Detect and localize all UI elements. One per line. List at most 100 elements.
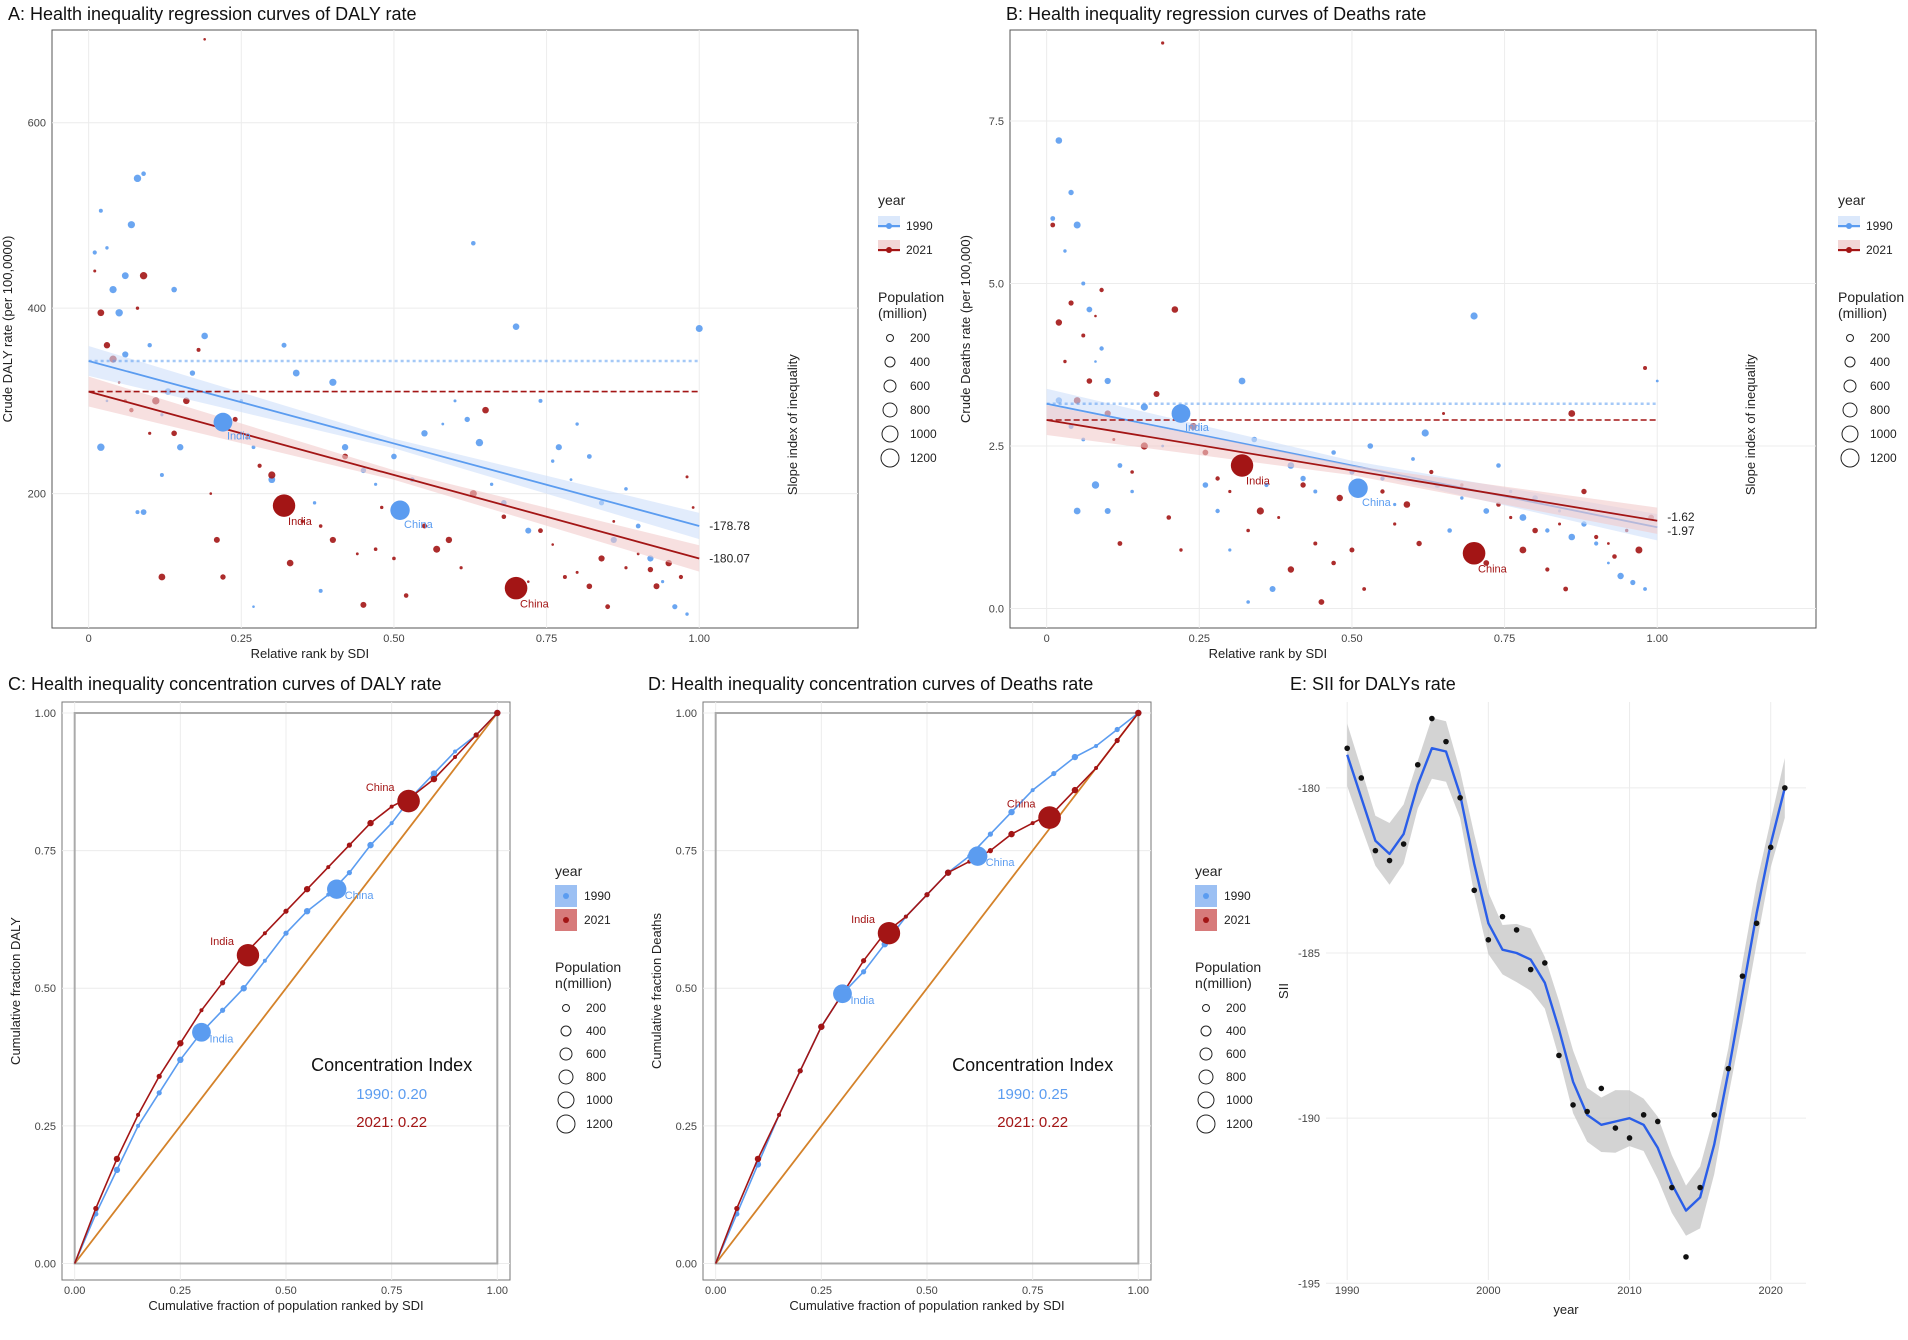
- curve-point-1990: [113, 1166, 121, 1174]
- data-point-2021: [286, 559, 294, 567]
- y-tick-label: 0.25: [35, 1121, 56, 1133]
- highlight-label-china: China: [1362, 497, 1392, 509]
- data-point-1990: [201, 332, 208, 340]
- data-point-2021: [1256, 507, 1264, 515]
- sii-point: [1711, 1112, 1718, 1118]
- chart-e: 1990 2000 2010 2020 -195 -190 -185 -180 year SII: [1276, 702, 1806, 1317]
- curve-point-2021: [1030, 821, 1035, 826]
- data-point-2021: [403, 593, 409, 598]
- legend-b-size-1200-label: 1200: [1870, 451, 1897, 465]
- data-point-1990: [97, 443, 105, 451]
- sii-point: [1556, 1052, 1562, 1059]
- data-point-1990: [159, 473, 164, 478]
- data-point-1990: [1228, 548, 1232, 552]
- x-tick-label: 1.00: [1128, 1285, 1149, 1297]
- data-point-2021: [605, 604, 611, 610]
- highlight-label-china: China: [1007, 799, 1037, 811]
- legend-d-size-1000: [1197, 1091, 1215, 1109]
- curve-point-2021: [156, 1073, 162, 1079]
- data-point-1990: [586, 454, 592, 459]
- data-point-1990: [1140, 403, 1148, 411]
- legend-d-size-600-label: 600: [1226, 1047, 1246, 1061]
- data-point-2021: [691, 506, 695, 509]
- curve-point-1990: [262, 958, 267, 963]
- curve-point-2021: [1094, 766, 1099, 771]
- concentration-index-2021: 2021: 0.22: [997, 1114, 1068, 1131]
- data-point-1990: [341, 444, 349, 451]
- data-point-1990: [441, 422, 445, 426]
- curve-point-1990: [861, 969, 867, 975]
- sii-point: [1669, 1184, 1675, 1191]
- data-point-1990: [329, 378, 337, 386]
- curve-point-1990: [303, 907, 311, 915]
- data-point-1990: [1367, 443, 1374, 449]
- data-point-2021: [373, 547, 378, 551]
- data-point-1990: [1068, 189, 1074, 196]
- data-point-2021: [1246, 528, 1250, 533]
- curve-point-2021: [777, 1112, 782, 1117]
- data-point-1990: [550, 459, 555, 463]
- data-point-1990: [121, 272, 129, 280]
- legend-d-pop-unit: n(million): [1195, 975, 1252, 991]
- data-point-1990: [127, 221, 135, 229]
- y-tick-label: 2.5: [989, 441, 1004, 453]
- sii-point: [1697, 1184, 1703, 1191]
- data-point-1990: [1050, 216, 1056, 221]
- data-point-2021: [1403, 501, 1411, 508]
- y-tick-label: 1.00: [676, 708, 697, 720]
- data-point-1990: [318, 588, 323, 593]
- y-tick-label: 400: [28, 303, 46, 315]
- data-point-2021: [1349, 547, 1355, 553]
- data-point-2021: [1563, 586, 1569, 592]
- legend-d-size-200-label: 200: [1226, 1001, 1246, 1015]
- legend-c-size-800-label: 800: [586, 1070, 606, 1084]
- sii-label: -178.78: [709, 519, 750, 533]
- data-point-1990: [374, 482, 378, 486]
- data-point-2021: [445, 536, 453, 544]
- legend-c-2021-label: 2021: [584, 913, 611, 927]
- legend-b-2021-dot: [1846, 247, 1852, 253]
- sii-point: [1584, 1108, 1590, 1115]
- legend-b-size-800-label: 800: [1870, 403, 1890, 417]
- y-tick-label: -180: [1298, 783, 1320, 795]
- legend-c: year 1990 2021 Population n(million) 200…: [555, 863, 621, 1134]
- data-point-2021: [1153, 391, 1160, 397]
- data-point-1990: [475, 438, 484, 447]
- data-point-2021: [1086, 378, 1093, 384]
- data-point-2021: [678, 574, 684, 580]
- panel-c-title: C: Health inequality concentration curve…: [8, 674, 442, 694]
- legend-a-size-800: [882, 402, 898, 418]
- sii-point: [1527, 966, 1534, 973]
- legend-b-size-400-label: 400: [1870, 355, 1890, 369]
- data-point-2021: [360, 601, 367, 608]
- data-point-1990: [1104, 508, 1111, 514]
- data-point-1990: [512, 323, 520, 330]
- y-tick-label: 0.0: [989, 604, 1004, 616]
- legend-a-size-1000-label: 1000: [910, 427, 937, 441]
- data-point-1990: [171, 286, 177, 293]
- x-tick-label: 2010: [1617, 1285, 1641, 1297]
- sii-point: [1782, 785, 1788, 791]
- curve-point-1990: [430, 770, 438, 777]
- sii-point: [1344, 745, 1350, 752]
- x-tick-label: 1.00: [487, 1285, 508, 1297]
- y-tick-label: -195: [1298, 1278, 1320, 1290]
- data-point-2021: [538, 528, 543, 534]
- highlight-label-india: India: [288, 516, 313, 528]
- data-point-1990: [252, 605, 255, 608]
- legend-d-1990-label: 1990: [1224, 889, 1251, 903]
- data-point-2021: [1331, 560, 1336, 566]
- legend-c-size-200: [562, 1004, 570, 1012]
- legend-a-size-400: [884, 356, 896, 368]
- legend-c-size-1200-label: 1200: [586, 1117, 613, 1131]
- data-point-1990: [421, 430, 428, 437]
- highlight-point-india-2021: [877, 922, 901, 945]
- legend-d-size-1200-label: 1200: [1226, 1117, 1253, 1131]
- legend-c-1990-label: 1990: [584, 889, 611, 903]
- y-tick-label: 0.25: [676, 1121, 697, 1133]
- curve-point-2021: [818, 1023, 825, 1030]
- x-tick-label: 0.25: [1189, 633, 1210, 645]
- legend-b-1990-label: 1990: [1866, 219, 1893, 233]
- data-point-2021: [196, 347, 201, 352]
- y-tick-label: -185: [1298, 948, 1320, 960]
